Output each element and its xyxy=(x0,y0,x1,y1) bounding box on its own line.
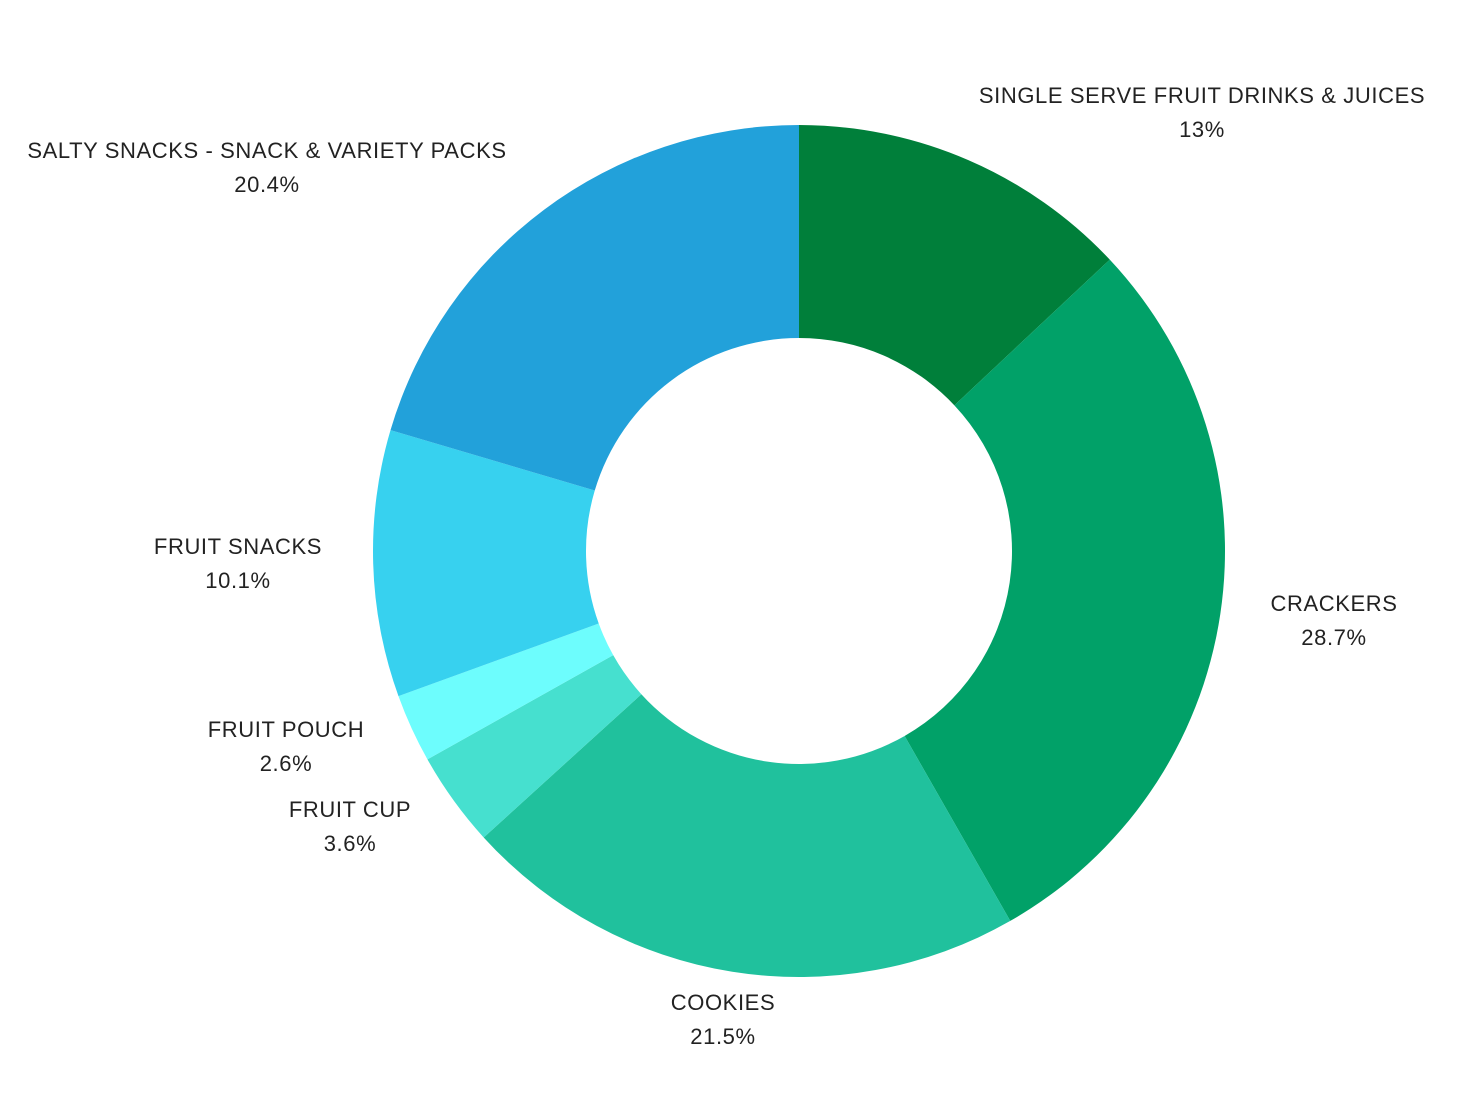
slice-label-crackers: CRACKERS 28.7% xyxy=(1270,591,1397,650)
slice-label-cookies: COOKIES 21.5% xyxy=(671,990,775,1049)
slice-label-single-serve-fruit-drinks-and-juices: SINGLE SERVE FRUIT DRINKS & JUICES 13% xyxy=(979,83,1425,142)
slice-value-label: 2.6% xyxy=(260,751,313,776)
slice-cookies xyxy=(483,694,1011,977)
slice-fruit-snacks xyxy=(373,430,599,697)
slice-category-label: SINGLE SERVE FRUIT DRINKS & JUICES xyxy=(979,83,1425,108)
slice-fruit-cup xyxy=(427,655,642,838)
slice-crackers xyxy=(904,259,1226,921)
slice-value-label: 10.1% xyxy=(205,568,270,593)
slice-single-serve-fruit-drinks-and-juices xyxy=(799,125,1110,406)
slice-value-label: 20.4% xyxy=(234,172,299,197)
slice-category-label: CRACKERS xyxy=(1270,591,1397,616)
slice-label-fruit-pouch: FRUIT POUCH 2.6% xyxy=(208,717,365,776)
slice-category-label: SALTY SNACKS - SNACK & VARIETY PACKS xyxy=(27,138,506,163)
slice-category-label: FRUIT SNACKS xyxy=(154,534,322,559)
slice-label-salty-snacks-snack-and-variety-packs: SALTY SNACKS - SNACK & VARIETY PACKS 20.4… xyxy=(27,138,506,197)
slice-value-label: 28.7% xyxy=(1301,625,1366,650)
slice-fruit-pouch xyxy=(398,623,614,760)
slice-value-label: 3.6% xyxy=(324,831,377,856)
slice-category-label: FRUIT POUCH xyxy=(208,717,365,742)
slice-labels: SINGLE SERVE FRUIT DRINKS & JUICES 13% CRA… xyxy=(27,83,1425,1049)
slice-category-label: COOKIES xyxy=(671,990,775,1015)
slice-salty-snacks-snack-and-variety-packs xyxy=(390,125,799,491)
slice-category-label: FRUIT CUP xyxy=(289,797,411,822)
slice-label-fruit-cup: FRUIT CUP 3.6% xyxy=(289,797,411,856)
slice-label-fruit-snacks: FRUIT SNACKS 10.1% xyxy=(154,534,322,593)
slice-value-label: 13% xyxy=(1179,117,1225,142)
donut-slices xyxy=(373,125,1226,977)
slice-value-label: 21.5% xyxy=(690,1024,755,1049)
